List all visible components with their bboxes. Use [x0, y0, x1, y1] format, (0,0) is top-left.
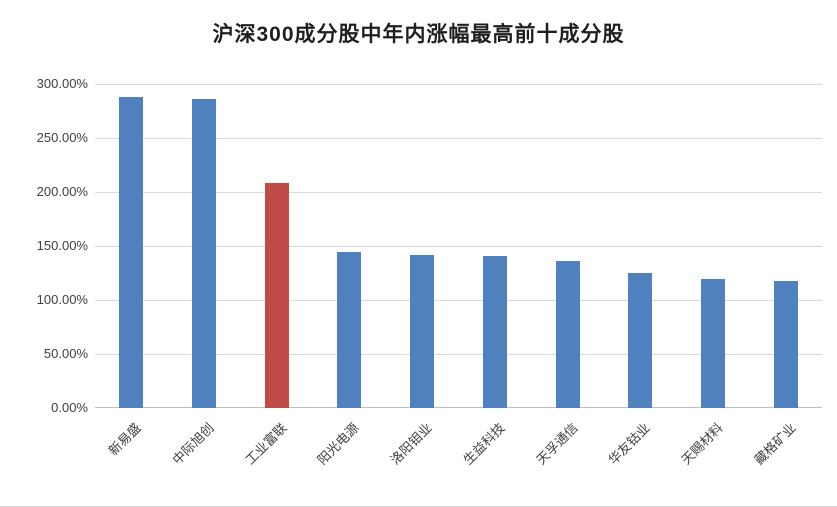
- bar: [555, 261, 580, 408]
- bar: [773, 280, 798, 408]
- bar: [192, 99, 217, 408]
- y-axis-tick-label: 250.00%: [36, 130, 88, 145]
- y-axis-tick-label: 50.00%: [43, 346, 88, 361]
- gridline: [95, 354, 822, 355]
- bar: [119, 96, 144, 408]
- y-axis-tick-label: 150.00%: [36, 238, 88, 253]
- x-axis-line: [95, 407, 822, 408]
- bar: [628, 273, 653, 408]
- gridline: [95, 138, 822, 139]
- y-axis-tick-label: 0.00%: [51, 400, 88, 415]
- bar: [700, 279, 725, 408]
- gridline: [95, 84, 822, 85]
- chart-title: 沪深300成分股中年内涨幅最高前十成分股: [212, 23, 625, 46]
- bar: [264, 183, 289, 408]
- bar: [337, 252, 362, 408]
- gridline: [95, 246, 822, 247]
- gridline: [95, 300, 822, 301]
- bar: [482, 255, 507, 408]
- plot-area: [95, 84, 822, 408]
- gridline: [95, 192, 822, 193]
- y-axis-tick-label: 100.00%: [36, 292, 88, 307]
- bar: [410, 254, 435, 408]
- y-axis-tick-label: 200.00%: [36, 184, 88, 199]
- y-axis-tick-label: 300.00%: [36, 76, 88, 91]
